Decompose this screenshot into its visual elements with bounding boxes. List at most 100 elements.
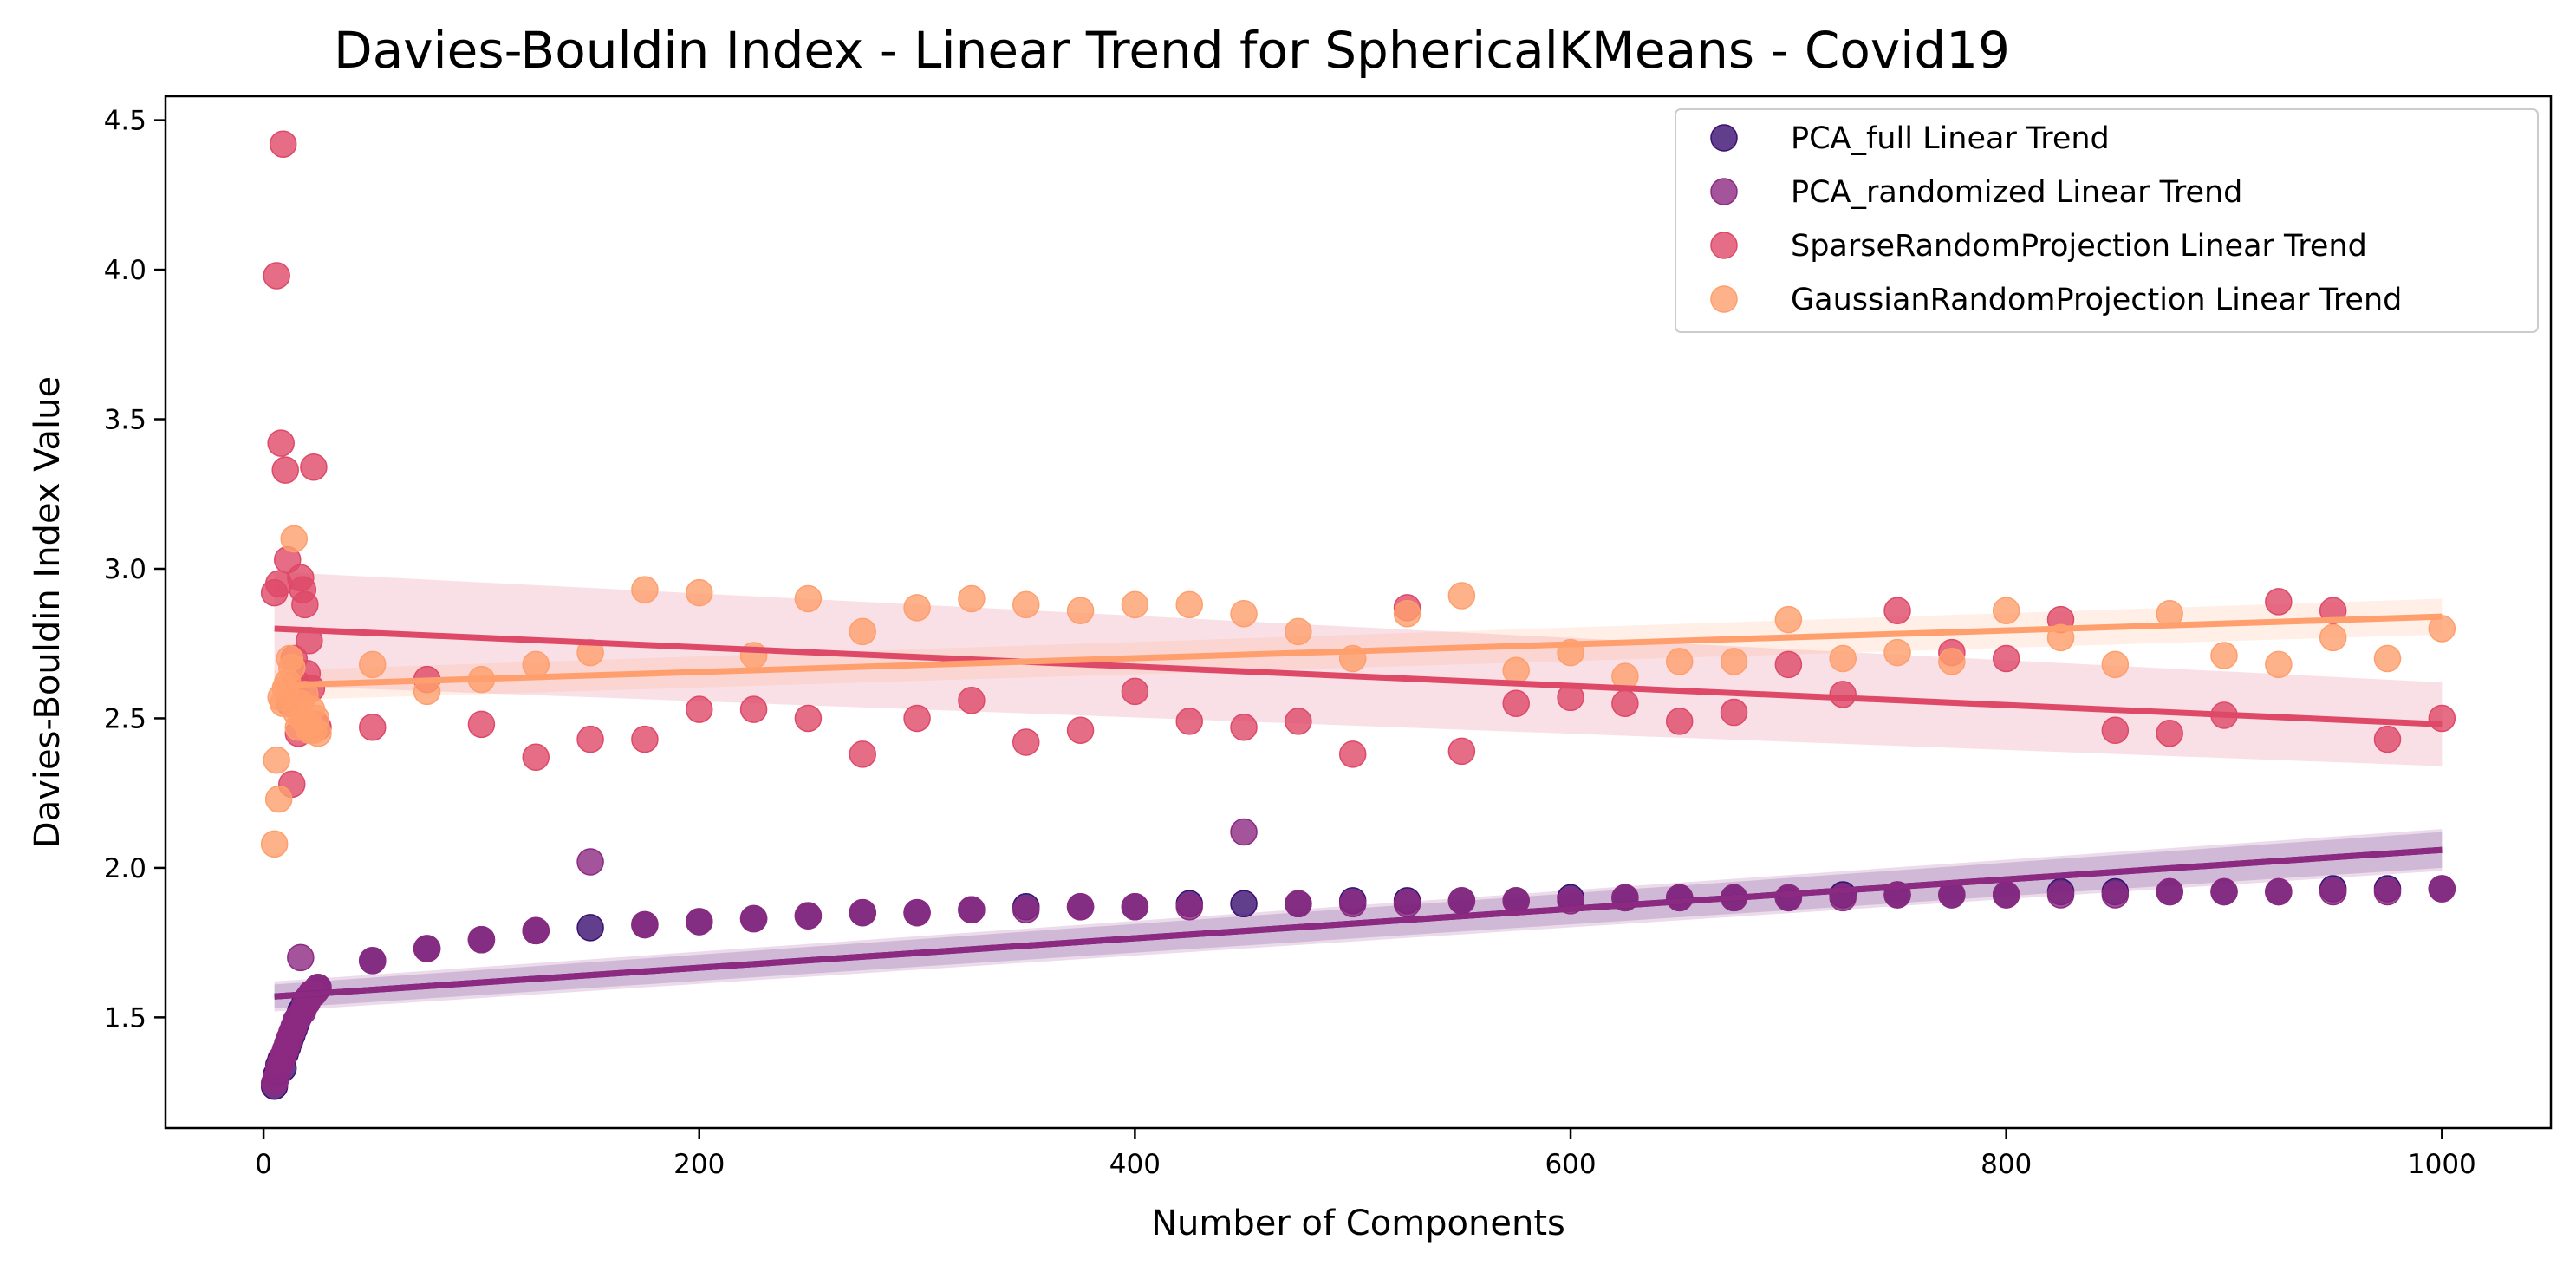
data-point-s3-50 <box>1938 648 1966 675</box>
data-point-s2-46 <box>1720 698 1748 727</box>
data-point-s3-21 <box>359 650 387 679</box>
data-point-s2-4 <box>269 130 297 158</box>
legend-box <box>1675 108 2539 333</box>
y-tick-label-1: 2.0 <box>104 853 146 884</box>
data-point-s2-5 <box>271 456 299 484</box>
x-tick-label-4: 800 <box>1981 1149 2032 1180</box>
data-point-s1-51 <box>1992 881 2020 909</box>
data-point-s3-46 <box>1720 648 1748 675</box>
legend-label-2: SparseRandomProjection Linear Trend <box>1791 229 2367 264</box>
data-point-s2-31 <box>903 704 931 733</box>
data-point-s2-14 <box>291 590 319 619</box>
data-point-s2-58 <box>2373 725 2402 753</box>
data-point-s3-35 <box>1121 590 1149 619</box>
data-point-s3-0 <box>260 830 289 858</box>
data-point-s1-26 <box>631 910 659 939</box>
data-point-s2-28 <box>739 695 768 723</box>
x-axis-label: Number of Components <box>1151 1204 1565 1243</box>
x-tick-label-3: 600 <box>1545 1149 1596 1180</box>
data-point-s3-36 <box>1175 590 1203 619</box>
x-tick-label-5: 1000 <box>2408 1149 2476 1180</box>
data-point-s2-30 <box>849 740 876 768</box>
data-point-s1-45 <box>1665 884 1694 912</box>
legend-marker-3 <box>1710 285 1738 313</box>
data-point-s2-25 <box>576 725 604 753</box>
data-point-s3-30 <box>849 617 876 646</box>
data-point-s2-42 <box>1502 689 1530 717</box>
data-point-s2-45 <box>1665 708 1694 735</box>
data-point-s1-56 <box>2265 877 2293 906</box>
data-point-s2-49 <box>1883 597 1911 625</box>
data-point-s1-57 <box>2319 877 2347 906</box>
data-point-s1-28 <box>739 904 768 933</box>
data-point-s3-33 <box>1012 590 1040 619</box>
data-point-s1-31 <box>903 898 931 927</box>
data-point-s1-25 <box>576 848 604 876</box>
scatter-points <box>260 130 2456 1100</box>
data-point-s3-34 <box>1066 597 1095 625</box>
data-point-s1-59 <box>2428 875 2456 903</box>
data-point-s3-26 <box>631 576 659 603</box>
data-point-s3-38 <box>1285 617 1312 646</box>
y-tick-label-6: 4.5 <box>104 106 146 137</box>
data-point-s1-58 <box>2373 877 2402 906</box>
data-point-s1-24 <box>522 916 550 945</box>
data-point-s0-25 <box>576 914 604 942</box>
data-point-s1-34 <box>1066 893 1095 921</box>
data-point-s1-32 <box>958 896 986 923</box>
data-point-s1-37 <box>1230 818 1258 846</box>
data-point-s2-23 <box>467 710 496 739</box>
data-point-s1-33 <box>1012 896 1040 923</box>
data-point-s3-20 <box>304 719 332 747</box>
data-point-s2-39 <box>1338 740 1367 768</box>
data-point-s3-57 <box>2319 623 2347 652</box>
data-point-s1-39 <box>1338 890 1367 918</box>
legend-marker-0 <box>1710 124 1738 152</box>
data-point-s2-32 <box>958 687 986 714</box>
data-point-s3-45 <box>1665 648 1694 675</box>
trend-line-1 <box>274 846 2443 1000</box>
data-point-s3-8 <box>278 654 306 682</box>
data-point-s3-55 <box>2210 642 2238 669</box>
legend-label-1: PCA_randomized Linear Trend <box>1791 175 2242 210</box>
data-point-s1-55 <box>2210 877 2238 906</box>
plot-area-frame <box>164 95 2553 1130</box>
data-point-s2-18 <box>300 453 328 481</box>
data-point-s2-37 <box>1230 714 1258 741</box>
x-tick-label-0: 0 <box>255 1149 272 1180</box>
data-point-s2-41 <box>1447 737 1476 766</box>
data-point-s1-35 <box>1121 893 1149 921</box>
data-point-s3-42 <box>1502 656 1530 685</box>
data-point-s1-12 <box>287 943 315 972</box>
data-point-s2-26 <box>631 725 659 753</box>
y-axis-label: Davies-Bouldin Index Value <box>28 376 68 848</box>
data-point-s2-54 <box>2156 719 2183 747</box>
data-point-s1-47 <box>1774 884 1803 912</box>
data-point-s3-59 <box>2428 615 2456 643</box>
data-point-s2-36 <box>1175 708 1203 735</box>
data-point-s3-2 <box>264 785 293 813</box>
data-point-s2-34 <box>1066 716 1095 744</box>
data-point-s2-29 <box>794 704 823 733</box>
data-point-s2-35 <box>1121 677 1149 706</box>
y-tick-label-0: 1.5 <box>104 1002 146 1034</box>
trend-line-3 <box>274 613 2443 689</box>
legend-marker-2 <box>1710 232 1738 259</box>
data-point-s3-47 <box>1774 605 1803 634</box>
legend: PCA_full Linear Trend PCA_randomized Line… <box>1675 108 2539 333</box>
data-point-s2-53 <box>2101 716 2130 744</box>
data-point-s1-52 <box>2046 881 2075 909</box>
data-point-s3-53 <box>2101 650 2130 679</box>
data-point-s2-56 <box>2265 588 2293 616</box>
data-point-s1-41 <box>1447 887 1476 915</box>
data-point-s1-53 <box>2101 881 2130 909</box>
data-point-s1-21 <box>359 947 387 975</box>
data-point-s3-51 <box>1992 597 2020 625</box>
trend-line-2 <box>274 625 2443 727</box>
data-point-s1-38 <box>1285 890 1312 918</box>
data-point-s3-1 <box>263 746 290 774</box>
data-point-s2-3 <box>267 429 295 457</box>
data-point-s3-37 <box>1230 599 1258 628</box>
data-point-s1-36 <box>1175 893 1203 921</box>
